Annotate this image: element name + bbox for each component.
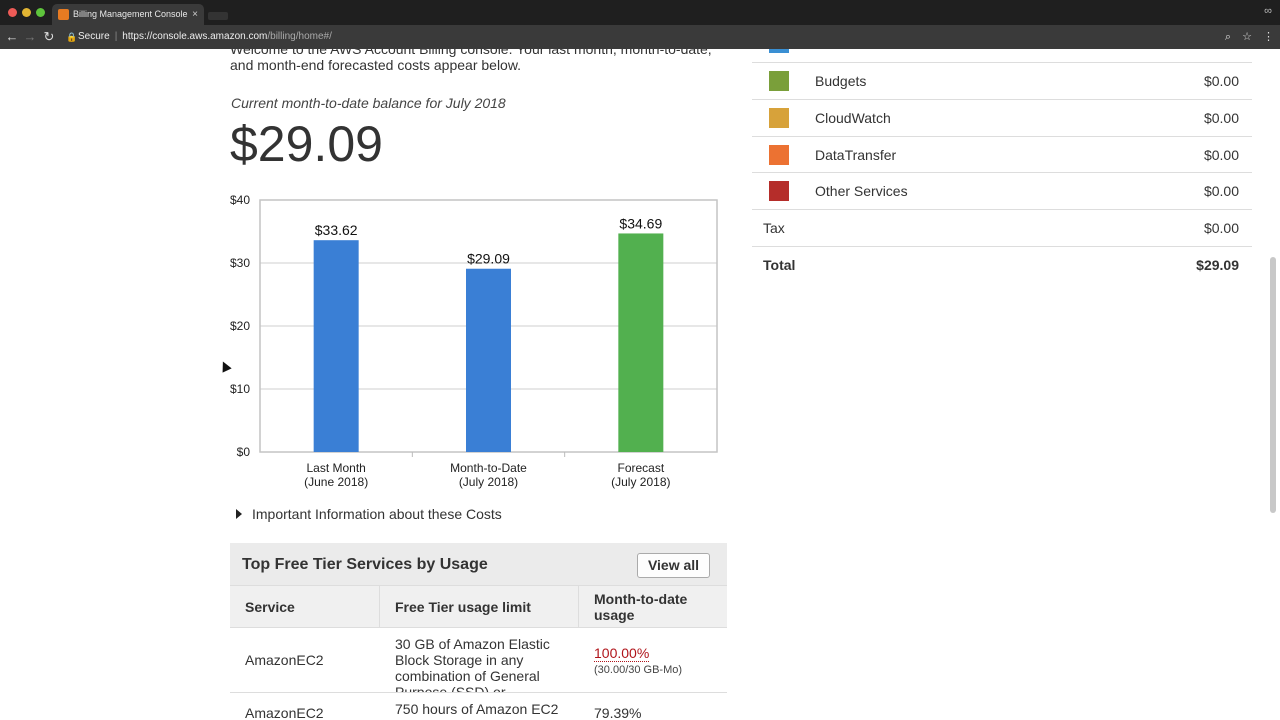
menu-kebab-icon[interactable]: ⋮ [1263,31,1274,43]
lock-icon: 🔒 [66,32,78,42]
y-tick-label: $40 [230,194,250,207]
row-service: AmazonEC2 [245,704,324,720]
tax-amount: $0.00 [1203,220,1239,237]
tab-close-icon[interactable]: × [192,9,198,20]
browser-tab[interactable]: Billing Management Console × [52,4,204,25]
service-amount: $0.00 [1203,183,1239,200]
x-category-label: Forecast [617,461,664,475]
y-tick-label: $30 [230,256,250,270]
free-tier-panel: Top Free Tier Services by Usage View all… [230,543,727,720]
total-amount: $29.09 [1196,256,1239,273]
view-all-button[interactable]: View all [637,553,710,578]
usage-detail: (30.00/30 GB-Mo) [594,663,683,676]
balance-amount: $29.09 [230,116,383,172]
x-category-label: Last Month [306,461,365,475]
incognito-icon: ∞ [1264,5,1272,17]
bar [313,240,359,452]
service-row: Budgets $0.00 [752,63,1252,100]
service-name: Budgets [815,73,867,89]
tax-label: Tax [763,220,785,237]
expand-triangle-icon [236,509,242,519]
table-row: AmazonEC2 30 GB of Amazon Elastic Block … [230,628,727,693]
reload-icon[interactable]: ↻ [43,29,55,44]
x-category-sublabel: (July 2018) [459,475,518,489]
y-tick-label: $20 [230,319,250,333]
service-name: Other Services [815,183,908,200]
y-tick-label: $0 [237,445,251,459]
free-tier-title: Top Free Tier Services by Usage [242,556,488,573]
service-amount: $0.00 [1203,146,1239,163]
service-color-swatch [769,71,789,91]
usage-percent-link[interactable]: 100.00% [594,644,650,662]
table-row: AmazonEC2 750 hours of Amazon EC2 Linux … [230,693,727,720]
cost-bar-chart: $0 $10 $20 $30 $40 $33.62 Last Month (June 2018… [228,193,723,499]
service-cost-table: Budgets $0.00 CloudWatch $0.00 DataTrans… [752,49,1252,284]
forward-arrow-icon[interactable]: → [23,29,37,44]
bar [466,268,511,452]
row-service: AmazonEC2 [245,652,324,668]
aws-favicon-icon [58,9,69,20]
x-category-sublabel: (July 2018) [611,475,670,489]
x-category-sublabel: (June 2018) [304,475,368,489]
service-name: DataTransfer [815,146,897,163]
back-arrow-icon[interactable]: ← [5,29,19,44]
url-host: https://console.aws.amazon.com [122,31,268,42]
bar-value-label: $29.09 [467,251,510,267]
row-limit: 750 hours of Amazon EC2 Linux t2.micro i… [395,701,559,720]
col-limit: Free Tier usage limit [380,586,579,627]
zoom-icon[interactable]: ⌕ [1224,31,1231,43]
chart-svg: $0 $10 $20 $30 $40 $33.62 Last Month(June 2018… [230,193,718,489]
service-name: CloudWatch [815,109,891,126]
free-tier-header: Top Free Tier Services by Usage View all [230,543,727,586]
tab-title: Billing Management Console [73,9,188,19]
url-path: /billing/home#/ [267,31,332,42]
new-tab-button[interactable] [208,12,228,20]
service-color-swatch [769,181,789,202]
bar [618,233,664,452]
bar-value-label: $34.69 [619,215,662,231]
page-scrollbar[interactable] [1270,257,1276,513]
service-color-swatch [769,107,789,128]
important-info-toggle[interactable]: Important Information about these Costs [236,506,502,522]
usage-percent: 79.39% [594,704,642,720]
total-label: Total [763,256,796,273]
service-color-swatch [769,49,789,53]
total-row: Total $29.09 [752,247,1252,284]
y-tick-label: $10 [230,382,250,396]
url-field[interactable]: 🔒 Secure | https://console.aws.amazon.com/… [62,28,1258,46]
service-row: DataTransfer $0.00 [752,137,1252,174]
service-row-partial [752,49,1252,63]
service-row: CloudWatch $0.00 [752,100,1252,137]
service-row: Other Services $0.00 [752,173,1252,211]
page-content: Welcome to the AWS Account Billing conso… [0,49,1280,720]
minimize-window-button[interactable] [22,8,31,17]
free-tier-columns: Service Free Tier usage limit Month-to-d… [230,586,727,628]
service-amount: $0.00 [1203,73,1239,89]
x-category-label: Month-to-Date [450,461,527,475]
browser-tab-bar: Billing Management Console × ∞ [0,0,1280,25]
secure-label: Secure [78,31,110,42]
service-amount: $0.00 [1203,109,1239,126]
service-color-swatch [769,144,789,165]
welcome-text: Welcome to the AWS Account Billing conso… [230,49,712,73]
row-limit: 30 GB of Amazon Elastic Block Storage in… [395,636,550,692]
bar-value-label: $33.62 [315,222,358,238]
address-bar: ← → ↻ 🔒 Secure | https://console.aws.amazo… [0,25,1280,49]
col-usage: Month-to-date usage [594,590,688,623]
tax-row: Tax $0.00 [752,210,1252,247]
col-service: Service [230,586,380,627]
bookmark-star-icon[interactable]: ☆ [1242,31,1252,43]
maximize-window-button[interactable] [36,8,45,17]
close-window-button[interactable] [8,8,17,17]
balance-label: Current month-to-date balance for July 2… [231,95,506,111]
